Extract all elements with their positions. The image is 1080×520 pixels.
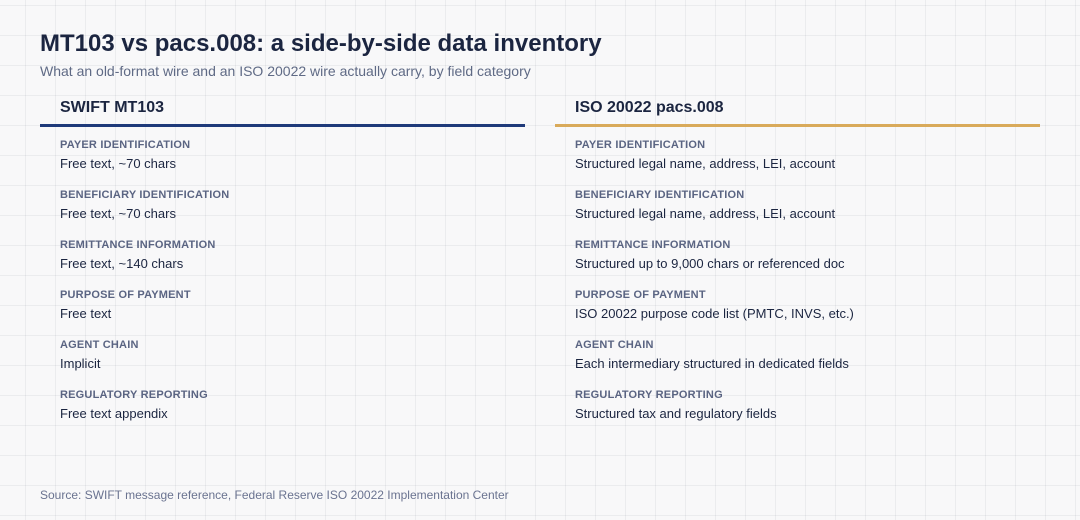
field-list-pacs008: PAYER IDENTIFICATION Structured legal na… (555, 127, 1040, 438)
field-row-beneficiary-identification: BENEFICIARY IDENTIFICATION Structured le… (575, 188, 1040, 238)
field-row-payer-identification: PAYER IDENTIFICATION Structured legal na… (575, 138, 1040, 188)
field-value: Free text appendix (60, 406, 168, 421)
field-label: AGENT CHAIN (575, 339, 654, 351)
field-value: Structured tax and regulatory fields (575, 406, 777, 421)
source-note: Source: SWIFT message reference, Federal… (40, 488, 509, 502)
field-list-mt103: PAYER IDENTIFICATION Free text, ~70 char… (40, 127, 525, 438)
field-label: REGULATORY REPORTING (575, 389, 723, 401)
field-row-regulatory-reporting: REGULATORY REPORTING Structured tax and … (575, 388, 1040, 438)
field-label: BENEFICIARY IDENTIFICATION (575, 189, 745, 201)
field-row-purpose-of-payment: PURPOSE OF PAYMENT Free text (60, 288, 525, 338)
column-header-pacs008: ISO 20022 pacs.008 (555, 96, 1040, 127)
field-label: REMITTANCE INFORMATION (60, 239, 216, 251)
field-label: REGULATORY REPORTING (60, 389, 208, 401)
field-value: ISO 20022 purpose code list (PMTC, INVS,… (575, 306, 854, 321)
column-header-mt103: SWIFT MT103 (40, 96, 525, 127)
field-row-agent-chain: AGENT CHAIN Each intermediary structured… (575, 338, 1040, 388)
field-label: PURPOSE OF PAYMENT (575, 289, 706, 301)
field-value: Free text, ~70 chars (60, 206, 176, 221)
field-value: Each intermediary structured in dedicate… (575, 356, 849, 371)
field-value: Free text, ~140 chars (60, 256, 184, 271)
field-row-remittance-information: REMITTANCE INFORMATION Free text, ~140 c… (60, 238, 525, 288)
field-value: Free text, ~70 chars (60, 156, 176, 171)
field-row-regulatory-reporting: REGULATORY REPORTING Free text appendix (60, 388, 525, 438)
column-pacs008: ISO 20022 pacs.008 PAYER IDENTIFICATION … (555, 96, 1040, 438)
field-value: Structured up to 9,000 chars or referenc… (575, 256, 845, 271)
column-mt103: SWIFT MT103 PAYER IDENTIFICATION Free te… (40, 96, 525, 438)
field-value: Structured legal name, address, LEI, acc… (575, 206, 836, 221)
field-label: PAYER IDENTIFICATION (60, 139, 191, 151)
field-value: Implicit (60, 356, 101, 371)
field-label: BENEFICIARY IDENTIFICATION (60, 189, 230, 201)
field-row-purpose-of-payment: PURPOSE OF PAYMENT ISO 20022 purpose cod… (575, 288, 1040, 338)
field-value: Free text (60, 306, 112, 321)
field-label: REMITTANCE INFORMATION (575, 239, 731, 251)
field-label: AGENT CHAIN (60, 339, 139, 351)
field-row-beneficiary-identification: BENEFICIARY IDENTIFICATION Free text, ~7… (60, 188, 525, 238)
field-row-payer-identification: PAYER IDENTIFICATION Free text, ~70 char… (60, 138, 525, 188)
field-label: PURPOSE OF PAYMENT (60, 289, 191, 301)
field-row-agent-chain: AGENT CHAIN Implicit (60, 338, 525, 388)
field-label: PAYER IDENTIFICATION (575, 139, 706, 151)
page-title: MT103 vs pacs.008: a side-by-side data i… (40, 30, 602, 57)
page-subtitle: What an old-format wire and an ISO 20022… (40, 63, 531, 79)
field-value: Structured legal name, address, LEI, acc… (575, 156, 836, 171)
field-row-remittance-information: REMITTANCE INFORMATION Structured up to … (575, 238, 1040, 288)
